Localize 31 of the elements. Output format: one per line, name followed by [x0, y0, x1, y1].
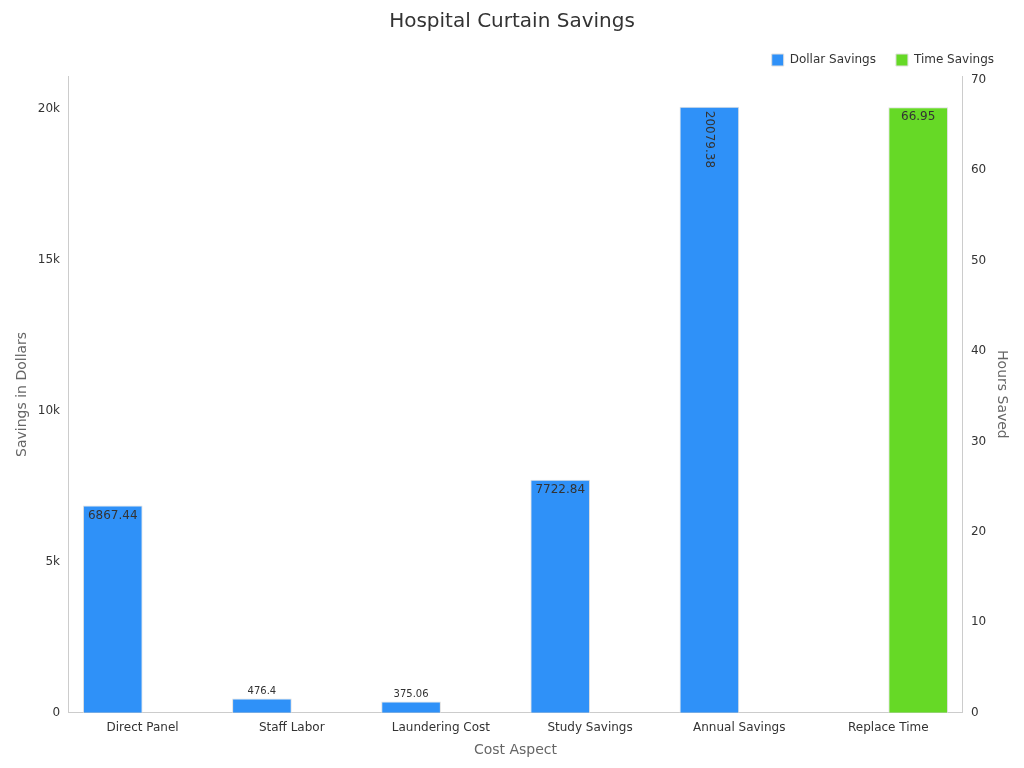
x-tick-label: Replace Time — [848, 720, 929, 735]
x-axis-title: Cost Aspect — [473, 741, 558, 758]
y2-tick-label: 60 — [970, 162, 987, 177]
y2-tick-label: 0 — [970, 704, 979, 719]
chart-title: Hospital Curtain Savings — [389, 8, 635, 33]
data-label: 20079.38 — [703, 110, 718, 169]
x-tick-label: Staff Labor — [258, 720, 325, 735]
y-tick-label: 5k — [45, 554, 61, 569]
x-tick-label: Laundering Cost — [391, 720, 491, 735]
y2-tick-label: 70 — [970, 71, 987, 86]
y2-tick-label: 40 — [970, 343, 987, 358]
x-tick-label: Direct Panel — [106, 720, 179, 735]
y-tick-label: 15k — [37, 252, 61, 267]
data-label: 66.95 — [901, 109, 936, 124]
y2-tick-label: 20 — [970, 524, 987, 539]
y2-tick-label: 50 — [970, 252, 987, 267]
data-label: 476.4 — [247, 685, 277, 697]
y-tick-label: 20k — [37, 101, 61, 116]
data-label: 7722.84 — [535, 481, 586, 496]
y2-axis-title: Hours Saved — [994, 350, 1011, 439]
y-tick-label: 0 — [52, 704, 61, 719]
legend-label: Time Savings — [912, 52, 994, 67]
x-tick-label: Study Savings — [547, 720, 633, 735]
y-axis-title: Savings in Dollars — [13, 331, 30, 457]
y-tick-label: 10k — [37, 403, 61, 418]
x-tick-label: Annual Savings — [692, 720, 786, 735]
legend-label: Dollar Savings — [789, 52, 876, 67]
data-label: 375.06 — [393, 688, 429, 700]
y2-tick-label: 30 — [970, 433, 987, 448]
y2-tick-label: 10 — [970, 614, 987, 629]
data-label: 6867.44 — [87, 507, 138, 522]
